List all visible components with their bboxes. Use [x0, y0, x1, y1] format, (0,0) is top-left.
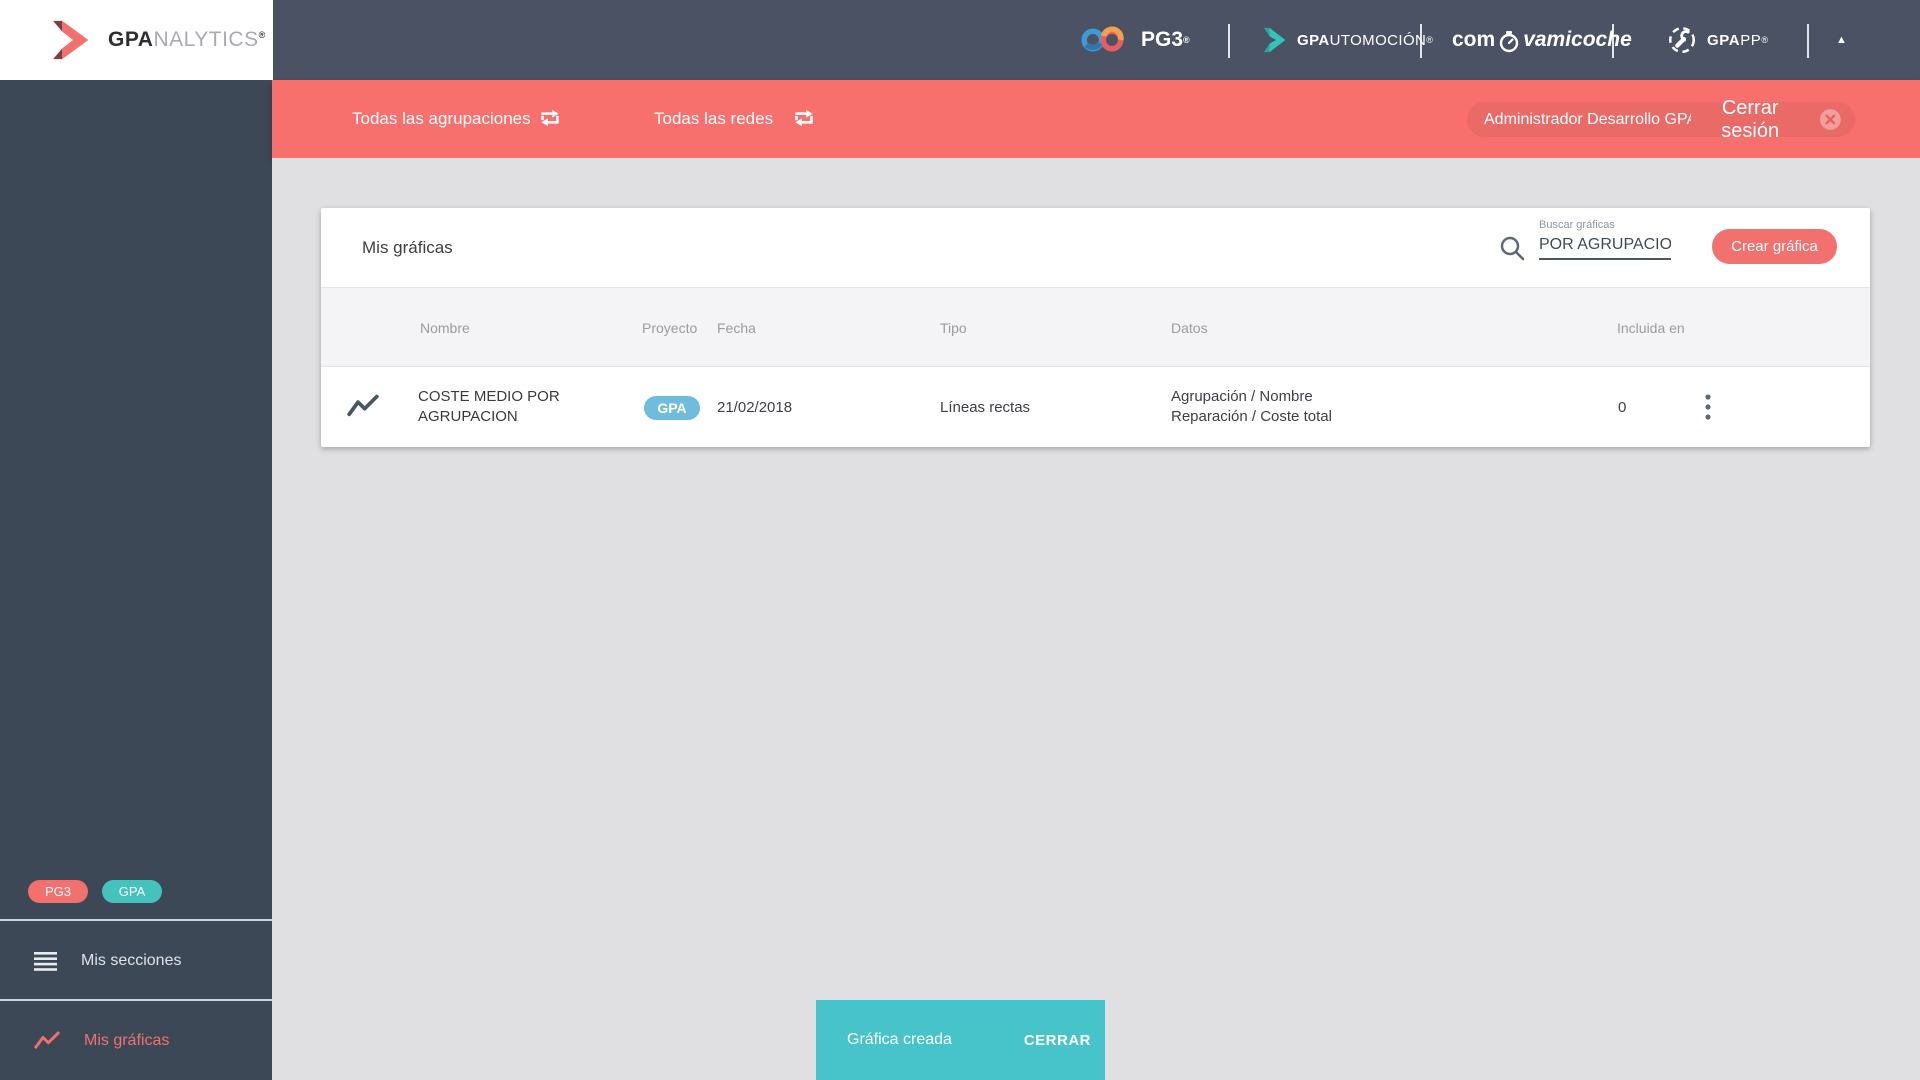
- coche-label-1: com: [1452, 28, 1496, 51]
- gpanalytics-arrow-icon: [53, 20, 89, 60]
- stopwatch-icon: [1499, 31, 1519, 53]
- datos-line-2: Reparación / Coste total: [1171, 408, 1332, 425]
- gpa-badge[interactable]: GPA: [102, 880, 162, 903]
- pg3-label: PG3: [1141, 28, 1184, 51]
- create-chart-button[interactable]: Crear gráfica: [1712, 229, 1837, 264]
- sidebar-item-mis-secciones[interactable]: Mis secciones: [0, 921, 272, 1001]
- caret-up-icon: ▲: [1836, 34, 1847, 46]
- agrupaciones-selector[interactable]: Todas las agrupaciones: [352, 109, 531, 128]
- search-field: Buscar gráficas: [1539, 219, 1671, 260]
- pg3-badge[interactable]: PG3: [28, 880, 88, 903]
- cell-fecha: 21/02/2018: [717, 398, 793, 416]
- compravamicoche-brand[interactable]: com vamicoche: [1452, 0, 1632, 80]
- gpautomocion-brand[interactable]: GPA UTOMOCIÓN ®: [1262, 0, 1433, 80]
- line-chart-icon: [34, 1031, 60, 1049]
- snackbar: Gráfica creada CERRAR: [816, 1000, 1105, 1080]
- filter-bar: Todas las agrupaciones Todas las redes C…: [272, 80, 1920, 158]
- gpanalytics-wordmark: GPANALYTICS®: [108, 28, 266, 52]
- logo-gpa-text: GPA: [108, 28, 154, 51]
- cell-incluida-en: 0: [1618, 398, 1627, 416]
- gpautomocion-label-2: UTOMOCIÓN: [1329, 31, 1427, 49]
- col-header-fecha: Fecha: [717, 320, 756, 336]
- col-header-nombre: Nombre: [420, 320, 470, 336]
- topbar-divider: [1420, 24, 1422, 58]
- logo-reg-mark: ®: [258, 30, 266, 40]
- topbar-divider: [1228, 24, 1230, 58]
- top-bar: GPANALYTICS® PG3 ® GPA UTOMOCIÓN ® com: [0, 0, 1920, 80]
- cell-tipo: Líneas rectas: [940, 398, 1031, 416]
- snackbar-message: Gráfica creada: [847, 1031, 952, 1048]
- card-header: Mis gráficas Buscar gráficas Crear gráfi…: [321, 208, 1870, 287]
- snackbar-close-button[interactable]: CERRAR: [1023, 1031, 1091, 1049]
- swap-redes-icon[interactable]: [790, 105, 818, 131]
- gpautomocion-label-1: GPA: [1297, 31, 1330, 49]
- logo-nalytics-text: NALYTICS: [153, 28, 259, 51]
- page-title: Mis gráficas: [362, 237, 453, 257]
- search-icon[interactable]: [1499, 235, 1527, 263]
- gpapp-brand[interactable]: GPA PP ®: [1666, 0, 1769, 80]
- collapse-topbar-button[interactable]: ▲: [1836, 0, 1847, 80]
- logout-x-icon[interactable]: [1819, 108, 1842, 131]
- main-area: Mis gráficas Buscar gráficas Crear gráfi…: [272, 158, 1920, 1080]
- session-pill: Cerrar sesión: [1467, 97, 1855, 142]
- search-label: Buscar gráficas: [1539, 219, 1615, 231]
- project-badge: GPA: [644, 396, 700, 420]
- datos-line-1: Agrupación / Nombre: [1171, 388, 1313, 405]
- sidebar-badges: PG3 GPA: [28, 880, 162, 903]
- swap-agrupaciones-icon[interactable]: [536, 105, 564, 131]
- graficas-card: Mis gráficas Buscar gráficas Crear gráfi…: [321, 208, 1870, 447]
- sidebar-item-mis-graficas[interactable]: Mis gráficas: [0, 1001, 272, 1080]
- user-name-field[interactable]: [1484, 110, 1691, 129]
- sidebar-divider: [0, 919, 272, 921]
- logout-button[interactable]: Cerrar sesión: [1691, 97, 1809, 143]
- col-header-tipo: Tipo: [940, 320, 967, 336]
- table-row[interactable]: COSTE MEDIO POR AGRUPACION GPA 21/02/201…: [321, 367, 1870, 447]
- table-header-row: Nombre Proyecto Fecha Tipo Datos Incluid…: [321, 287, 1870, 367]
- menu-lines-icon: [34, 951, 57, 971]
- kebab-menu-icon: [1705, 394, 1711, 420]
- cell-datos: Agrupación / Nombre Reparación / Coste t…: [1171, 387, 1332, 427]
- col-header-incluida: Incluida en: [1617, 320, 1685, 336]
- sidebar-divider: [0, 999, 272, 1001]
- topbar-divider: [1807, 24, 1809, 58]
- sidebar-item-label: Mis gráficas: [84, 1032, 170, 1049]
- gpautomocion-arrow-icon: [1263, 27, 1286, 53]
- line-chart-icon: [347, 394, 379, 417]
- gpapp-reg: ®: [1761, 35, 1769, 45]
- sidebar: PG3 GPA Mis secciones Mis gráficas: [0, 80, 272, 1080]
- pg3-reg: ®: [1183, 35, 1190, 45]
- pg3-infinity-icon: [1081, 26, 1124, 52]
- coche-label-2: vamicoche: [1523, 28, 1632, 51]
- col-header-datos: Datos: [1171, 320, 1208, 336]
- redes-selector[interactable]: Todas las redes: [654, 109, 774, 128]
- gpanalytics-logo: GPANALYTICS®: [0, 0, 273, 80]
- topbar-divider: [1612, 24, 1614, 58]
- pg3-brand[interactable]: PG3 ®: [1081, 0, 1190, 80]
- gpapp-label-1: GPA: [1707, 31, 1741, 49]
- gpapp-wrench-icon: [1669, 27, 1695, 53]
- search-input[interactable]: [1539, 234, 1671, 260]
- sidebar-item-label: Mis secciones: [81, 952, 182, 969]
- gpautomocion-reg: ®: [1426, 35, 1434, 45]
- col-header-proyecto: Proyecto: [642, 320, 698, 336]
- row-menu-button[interactable]: [1701, 393, 1715, 423]
- gpapp-label-2: PP: [1740, 31, 1762, 49]
- cell-nombre: COSTE MEDIO POR AGRUPACION: [418, 388, 560, 425]
